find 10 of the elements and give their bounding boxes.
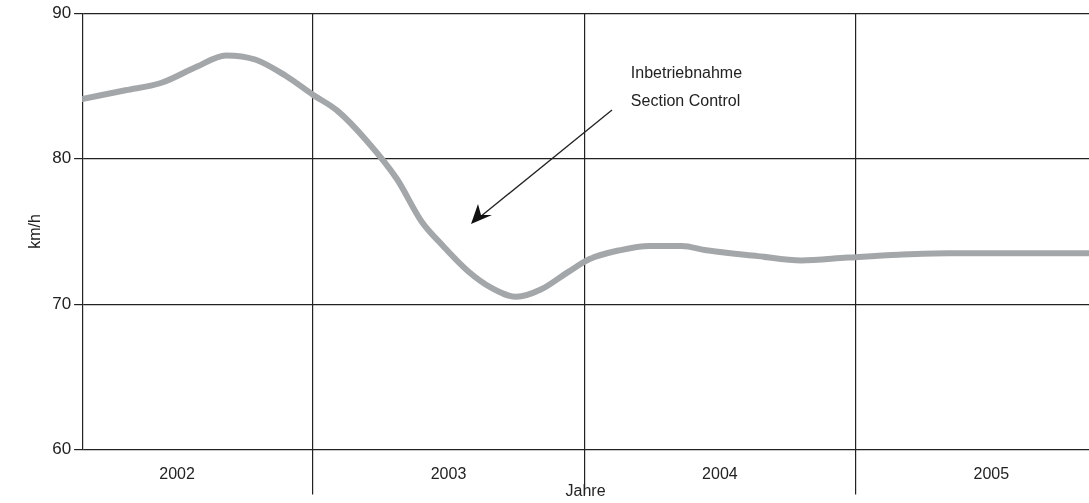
y-axis-title: km/h (26, 214, 44, 249)
x-tick-label: 2004 (702, 464, 738, 482)
y-tick-label: 80 (52, 148, 72, 168)
x-tick-label: 2002 (159, 464, 195, 482)
y-tick-label: 90 (52, 2, 72, 22)
x-tick-label: 2003 (430, 464, 467, 482)
y-tick-label: 70 (52, 293, 72, 313)
annotation: Inbetriebnahme Section Control (630, 63, 743, 109)
y-tick-label: 60 (52, 439, 72, 459)
x-tick-label: 2005 (973, 464, 1010, 482)
